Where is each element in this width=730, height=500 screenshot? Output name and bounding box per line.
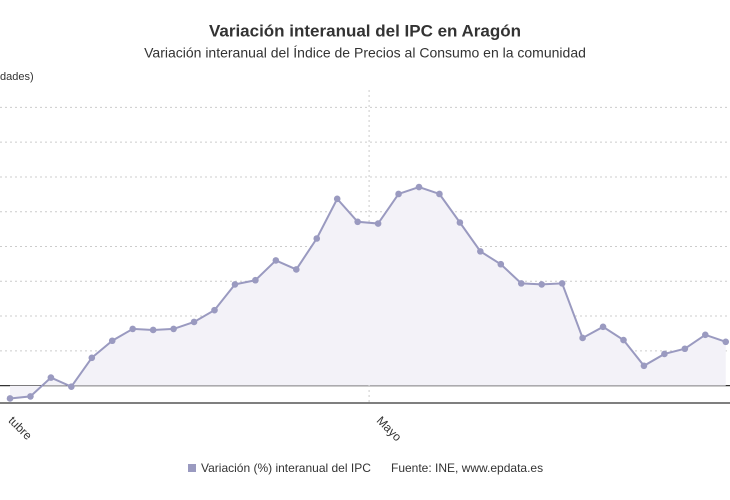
point xyxy=(640,362,648,370)
x-tick-label: tubre xyxy=(6,413,35,442)
point xyxy=(517,280,525,287)
point xyxy=(661,350,668,358)
line xyxy=(9,185,727,400)
point xyxy=(68,383,75,390)
legend-swatch xyxy=(188,464,196,472)
point xyxy=(190,318,198,326)
point xyxy=(231,281,239,288)
point xyxy=(681,345,689,353)
point xyxy=(415,183,423,191)
point xyxy=(6,395,14,402)
point xyxy=(293,266,300,273)
point xyxy=(333,195,341,203)
point xyxy=(170,325,177,333)
point xyxy=(27,393,34,400)
point xyxy=(47,374,55,381)
point xyxy=(149,326,157,334)
point xyxy=(620,336,627,344)
point xyxy=(211,306,218,314)
point xyxy=(108,337,116,345)
point xyxy=(129,325,136,333)
point xyxy=(88,354,96,362)
chart-subtitle: Variación interanual del Índice de Preci… xyxy=(144,45,586,61)
point xyxy=(599,323,607,331)
x-tick-label: Mayo xyxy=(374,413,405,444)
legend-label: Variación (%) interanual del IPC xyxy=(201,461,371,475)
point xyxy=(374,220,382,227)
source: Fuente: INE, www.epdata.es xyxy=(391,461,543,475)
area xyxy=(10,187,726,399)
point xyxy=(436,190,443,198)
point xyxy=(252,276,259,284)
point xyxy=(456,219,464,226)
point xyxy=(702,331,709,339)
point xyxy=(497,260,505,268)
point xyxy=(538,281,545,288)
point xyxy=(579,334,586,342)
chart-title: Variación interanual del IPC en Aragón xyxy=(209,21,521,40)
y-axis-label: dades) xyxy=(0,71,34,83)
point xyxy=(354,218,361,226)
point xyxy=(395,190,402,198)
point xyxy=(722,338,730,346)
point xyxy=(313,235,321,242)
point xyxy=(558,280,566,287)
point xyxy=(477,248,484,255)
point xyxy=(272,257,280,264)
